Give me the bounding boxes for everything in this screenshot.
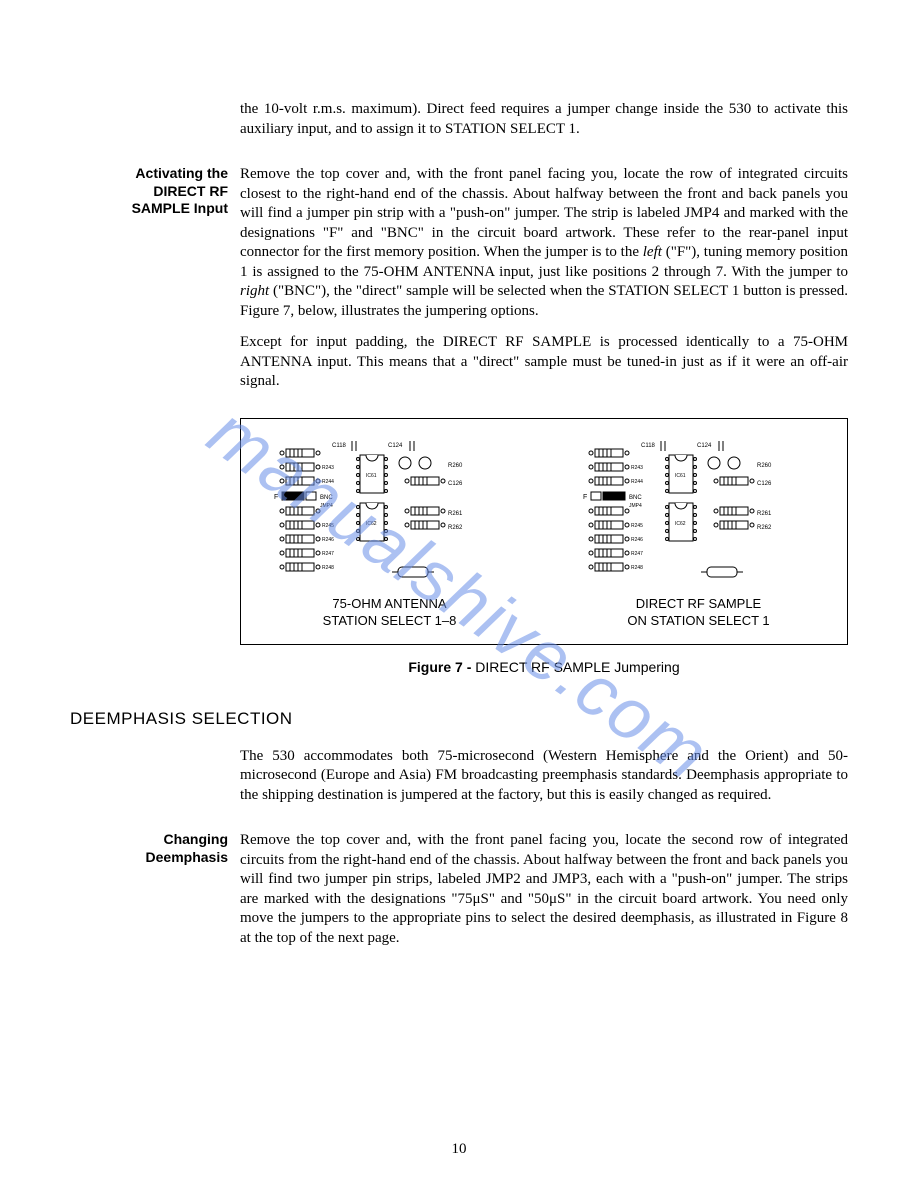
figure7-right-caption: DIRECT RF SAMPLE ON STATION SELECT 1: [564, 595, 833, 630]
section1-row: Activating the DIRECT RF SAMPLE Input Re…: [70, 165, 848, 404]
svg-text:C126: C126: [757, 481, 772, 487]
svg-text:JMP4: JMP4: [629, 503, 642, 509]
svg-text:C126: C126: [448, 481, 463, 487]
svg-text:R243: R243: [322, 465, 334, 471]
svg-text:C124: C124: [697, 443, 712, 449]
s1h1: Activating the: [135, 165, 228, 181]
svg-text:IC62: IC62: [366, 521, 377, 527]
svg-text:IC62: IC62: [675, 521, 686, 527]
svg-text:R243: R243: [631, 465, 643, 471]
figure7-left-caption: 75-OHM ANTENNA STATION SELECT 1–8: [255, 595, 524, 630]
svg-text:IC61: IC61: [366, 473, 377, 479]
s1h2: DIRECT RF: [153, 183, 228, 199]
intro-row: the 10-volt r.m.s. maximum). Direct feed…: [70, 100, 848, 151]
svg-text:BNC: BNC: [320, 495, 333, 501]
svg-text:R262: R262: [448, 525, 463, 531]
s1h3: SAMPLE Input: [132, 200, 228, 216]
section3-sidebar: Changing Deemphasis: [70, 831, 240, 960]
svg-text:JMP4: JMP4: [320, 503, 333, 509]
svg-text:R261: R261: [757, 511, 772, 517]
section2-sidebar: [70, 747, 240, 818]
f7l2: STATION SELECT 1–8: [323, 613, 457, 628]
svg-text:R262: R262: [757, 525, 772, 531]
figure7-panel-left: F BNC JMP4 R243 R244 R245 R246 R247 R: [255, 437, 524, 630]
figure7-frame: F BNC JMP4 R243 R244 R245 R246 R247 R: [240, 418, 848, 645]
section3-row: Changing Deemphasis Remove the top cover…: [70, 831, 848, 960]
s3h1: Changing: [163, 831, 228, 847]
svg-text:R260: R260: [757, 463, 772, 469]
section1-sidebar: Activating the DIRECT RF SAMPLE Input: [70, 165, 240, 404]
s1p1i1: left: [643, 244, 662, 260]
svg-text:R248: R248: [322, 565, 334, 571]
figure7-caption: Figure 7 - DIRECT RF SAMPLE Jumpering: [240, 659, 848, 675]
svg-text:R244: R244: [631, 479, 643, 485]
svg-text:IC61: IC61: [675, 473, 686, 479]
svg-text:C124: C124: [388, 443, 403, 449]
section1-content: Remove the top cover and, with the front…: [240, 165, 848, 404]
svg-text:R248: R248: [631, 565, 643, 571]
svg-text:R260: R260: [448, 463, 463, 469]
intro-p1: the 10-volt r.m.s. maximum). Direct feed…: [240, 100, 848, 139]
section2-p1: The 530 accommodates both 75-microsecond…: [240, 747, 848, 806]
svg-text:R245: R245: [322, 523, 334, 529]
svg-text:R261: R261: [448, 511, 463, 517]
section2-title: DEEMPHASIS SELECTION: [70, 709, 848, 729]
section3-content: Remove the top cover and, with the front…: [240, 831, 848, 960]
f7r1: DIRECT RF SAMPLE: [636, 596, 761, 611]
svg-text:BNC: BNC: [629, 495, 642, 501]
page-number: 10: [0, 1141, 918, 1158]
figure7-right-svg: F BNC JMP4 R243 R244 R245 R246 R247 R248…: [579, 437, 819, 587]
intro-content: the 10-volt r.m.s. maximum). Direct feed…: [240, 100, 848, 151]
section2-content: The 530 accommodates both 75-microsecond…: [240, 747, 848, 818]
svg-text:R247: R247: [322, 551, 334, 557]
svg-text:R247: R247: [631, 551, 643, 557]
svg-text:F: F: [583, 494, 587, 501]
s1p1c: ("BNC"), the "direct" sample will be sel…: [240, 283, 848, 319]
f7r2: ON STATION SELECT 1: [627, 613, 769, 628]
svg-text:C118: C118: [641, 443, 656, 449]
figure7-caption-rest: DIRECT RF SAMPLE Jumpering: [475, 659, 679, 675]
section1-p2: Except for input padding, the DIRECT RF …: [240, 333, 848, 392]
svg-text:C118: C118: [332, 443, 347, 449]
s3h2: Deemphasis: [146, 849, 228, 865]
section2-row: The 530 accommodates both 75-microsecond…: [70, 747, 848, 818]
intro-sidebar: [70, 100, 240, 151]
f7l1: 75-OHM ANTENNA: [332, 596, 446, 611]
svg-text:R246: R246: [631, 537, 643, 543]
section3-p1: Remove the top cover and, with the front…: [240, 831, 848, 948]
svg-text:R245: R245: [631, 523, 643, 529]
svg-text:R246: R246: [322, 537, 334, 543]
svg-text:F: F: [274, 494, 278, 501]
s1p1i2: right: [240, 283, 269, 299]
section3-heading: Changing Deemphasis: [70, 831, 228, 866]
figure7-left-svg: F BNC JMP4 R243 R244 R245 R246 R247 R: [270, 437, 510, 587]
svg-text:R244: R244: [322, 479, 334, 485]
section1-heading: Activating the DIRECT RF SAMPLE Input: [70, 165, 228, 218]
section1-p1: Remove the top cover and, with the front…: [240, 165, 848, 321]
figure7-caption-bold: Figure 7 -: [408, 659, 475, 675]
figure7-panel-right: F BNC JMP4 R243 R244 R245 R246 R247 R248…: [564, 437, 833, 630]
